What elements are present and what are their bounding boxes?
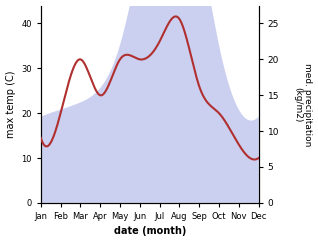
Y-axis label: max temp (C): max temp (C)	[5, 70, 16, 138]
Y-axis label: med. precipitation
(kg/m2): med. precipitation (kg/m2)	[293, 62, 313, 146]
X-axis label: date (month): date (month)	[114, 227, 186, 236]
